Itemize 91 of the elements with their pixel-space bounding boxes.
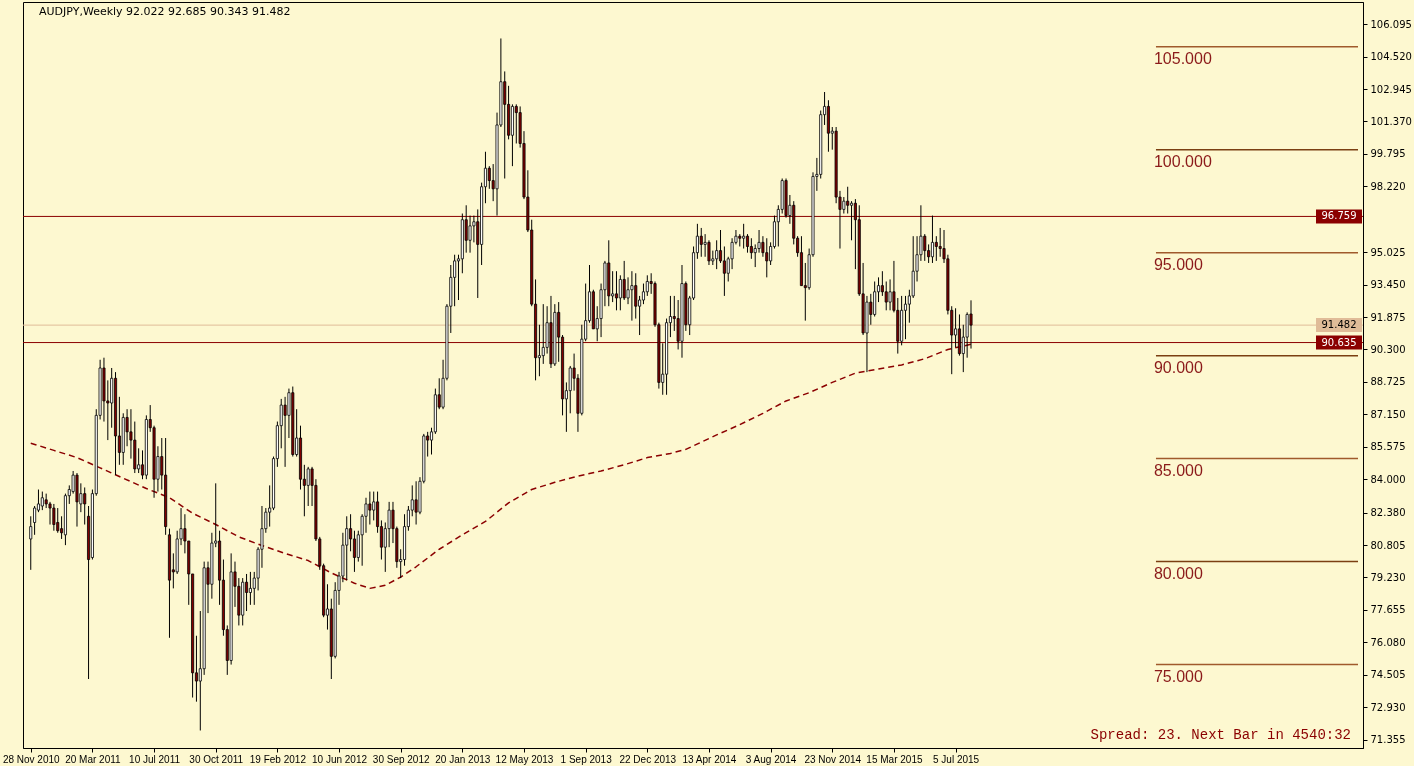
y-tick-label: 93.450 [1370, 279, 1406, 291]
candlestick [630, 270, 634, 322]
y-tick-label: 104.520 [1370, 51, 1412, 63]
candlestick [514, 103, 518, 144]
x-tick-label: 23 Nov 2014 [804, 753, 862, 765]
candlestick [934, 235, 938, 262]
candlestick [765, 237, 769, 278]
candlestick [503, 70, 507, 180]
y-tick-label: 106.095 [1370, 18, 1412, 30]
y-tick-label: 101.370 [1370, 115, 1412, 127]
candlestick [33, 505, 37, 536]
candlestick [888, 278, 892, 311]
y-tick-label: 71.355 [1370, 734, 1406, 746]
candlestick [703, 233, 707, 258]
candlestick [622, 260, 626, 301]
candlestick [453, 254, 457, 307]
series-label: 85.000 [1153, 461, 1204, 479]
candlestick [930, 215, 934, 264]
y-tick-label: 82.380 [1370, 507, 1406, 519]
candlestick [248, 571, 252, 606]
ref-line-label: 90.635 [1321, 336, 1357, 348]
ref-line-label: 96.759 [1321, 210, 1357, 222]
y-tick-label: 79.230 [1370, 571, 1406, 583]
y-tick-label: 72.930 [1370, 701, 1406, 713]
y-tick-label: 74.505 [1370, 669, 1406, 681]
candlestick [468, 215, 472, 254]
candlestick [641, 283, 645, 305]
x-tick-label: 30 Oct 2011 [189, 753, 244, 765]
y-tick-label: 102.945 [1370, 83, 1412, 95]
candlestick [749, 237, 753, 260]
candlestick [245, 573, 249, 612]
x-tick-label: 30 Sep 2012 [372, 753, 430, 765]
x-tick-label: 12 May 2013 [495, 753, 554, 765]
series-label: 75.000 [1153, 667, 1204, 685]
x-tick-label: 28 Nov 2010 [2, 753, 61, 765]
x-tick-label: 5 Jul 2015 [933, 753, 980, 765]
candlestick [903, 295, 907, 340]
candlestick [52, 503, 56, 532]
candlestick [283, 396, 287, 468]
annotation: Spread: 23. Next Bar in 4540:32 [1090, 727, 1351, 743]
y-tick-label: 90.300 [1370, 343, 1406, 355]
x-tick-label: 22 Dec 2013 [619, 753, 677, 765]
y-tick-label: 85.575 [1370, 441, 1406, 453]
y-tick-label: 95.025 [1370, 246, 1406, 258]
candlestick [715, 239, 719, 270]
x-tick-label: 13 Apr 2014 [682, 753, 737, 765]
candlestick [83, 486, 87, 526]
candlestick [345, 515, 349, 581]
y-tick-label: 76.080 [1370, 636, 1406, 648]
candlestick [873, 280, 877, 318]
ref-line-label: 91.482 [1321, 319, 1357, 331]
x-tick-label: 20 Mar 2011 [65, 753, 122, 765]
series-label: 100.000 [1153, 152, 1212, 170]
candlestick [56, 507, 60, 534]
candlestick [699, 227, 703, 258]
candlestick [614, 270, 618, 311]
candlestick [352, 530, 356, 573]
x-tick-label: 10 Jun 2012 [312, 753, 368, 765]
series-label: 90.000 [1153, 358, 1204, 376]
y-tick-label: 99.795 [1370, 148, 1406, 160]
y-tick-label: 91.875 [1370, 311, 1406, 323]
x-tick-label: 10 Jul 2011 [129, 753, 181, 765]
series-label: 80.000 [1153, 564, 1204, 582]
candlestick [634, 272, 638, 320]
x-tick-label: 19 Feb 2012 [249, 753, 307, 765]
candlestick [850, 200, 854, 241]
y-tick-label: 88.725 [1370, 376, 1406, 388]
candlestick [541, 303, 545, 365]
x-tick-label: 3 Aug 2014 [745, 753, 797, 765]
candlestick [368, 491, 372, 526]
y-tick-label: 80.805 [1370, 539, 1406, 551]
candlestick [923, 233, 927, 262]
series-label: 105.000 [1153, 49, 1212, 67]
y-tick-label: 84.000 [1370, 473, 1406, 485]
candlestick [40, 491, 44, 511]
y-tick-label: 77.655 [1370, 604, 1406, 616]
series-label: 95.000 [1153, 255, 1204, 273]
x-tick-label: 1 Sep 2013 [560, 753, 613, 765]
y-tick-label: 87.150 [1370, 408, 1406, 420]
x-tick-label: 20 Jan 2013 [435, 753, 491, 765]
candlestick [618, 274, 622, 311]
candlestick [645, 274, 649, 297]
y-tick-label: 98.220 [1370, 180, 1406, 192]
candlestick [722, 245, 726, 297]
candlestick [487, 165, 491, 190]
candlestick [414, 480, 418, 526]
candlestick [742, 223, 746, 250]
chart-title: AUDJPY,Weekly 92.022 92.685 90.343 91.482 [39, 5, 291, 18]
x-tick-label: 15 Mar 2015 [866, 753, 923, 765]
candlestick [746, 233, 749, 254]
candlestick [846, 186, 850, 215]
